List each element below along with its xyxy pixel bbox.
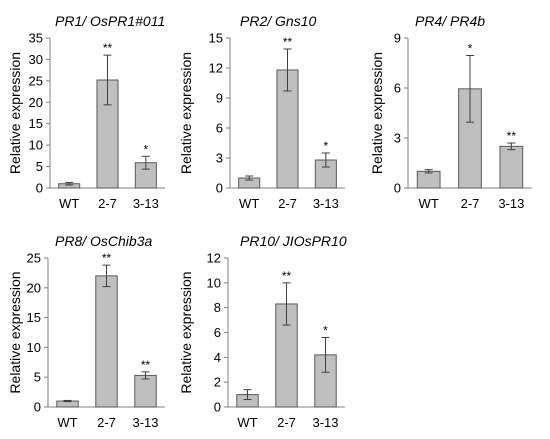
chart-title: PR4/ PR4b	[415, 13, 485, 29]
y-tick-label: 10	[27, 340, 41, 355]
chart-panel-4: PR8/ OsChib3a Relative expression 0 5 10 15 20…	[7, 233, 165, 430]
significance-label: **	[141, 358, 151, 372]
chart-panel-2: PR2/ Gns10 Relative expression 0 3 6 9 12 15 WT *…	[178, 13, 345, 211]
y-tick-label: 6	[216, 121, 223, 136]
x-tick-label: WT	[239, 196, 259, 211]
chart-panel-1: PR1/ OsPR1#011 Relative expression 0 5 10 15 2…	[7, 13, 165, 211]
x-tick-label: 2-7	[278, 196, 297, 211]
y-tick-label: 2	[214, 375, 221, 390]
y-tick-label: 3	[394, 131, 401, 146]
y-tick-label: 20	[29, 95, 43, 110]
significance-label: **	[103, 41, 113, 55]
significance-label: *	[143, 142, 148, 156]
x-tick-label: 3-13	[133, 196, 159, 211]
y-tick-label: 8	[214, 300, 221, 315]
x-tick-label: 2-7	[97, 415, 116, 430]
y-tick-label: 15	[27, 310, 41, 325]
x-tick-label: 3-13	[312, 415, 338, 430]
y-tick-label: 10	[207, 275, 221, 290]
y-tick-label: 4	[214, 350, 221, 365]
chart-title: PR10/ JIOsPR10	[240, 233, 347, 249]
y-tick-label: 20	[27, 280, 41, 295]
chart-panel-3: PR4/ PR4b Relative expression 0 3 6 9 WT * 2-7 **…	[369, 13, 532, 211]
y-tick-label: 10	[29, 138, 43, 153]
bar-2-7	[95, 275, 118, 408]
y-tick-label: 5	[36, 159, 43, 174]
y-tick-label: 12	[209, 61, 223, 76]
x-tick-label: 3-13	[132, 415, 158, 430]
x-tick-label: 2-7	[277, 415, 296, 430]
y-tick-label: 6	[214, 325, 221, 340]
x-tick-label: WT	[237, 415, 257, 430]
y-tick-label: 5	[34, 370, 41, 385]
chart-title: PR8/ OsChib3a	[55, 233, 152, 249]
y-tick-label: 15	[29, 116, 43, 131]
x-tick-label: WT	[59, 196, 79, 211]
y-tick-label: 15	[209, 31, 223, 46]
y-axis-label: Relative expression	[7, 52, 23, 174]
y-tick-label: 35	[29, 31, 43, 46]
y-tick-label: 6	[394, 81, 401, 96]
y-tick-label: 3	[216, 151, 223, 166]
y-tick-label: 25	[27, 251, 41, 266]
y-tick-label: 9	[394, 31, 401, 46]
x-tick-label: WT	[57, 415, 77, 430]
chart-panel-5: PR10/ JIOsPR10 Relative expression 0 2 4 6 8 10…	[178, 233, 347, 430]
significance-label: **	[102, 251, 112, 265]
y-tick-label: 30	[29, 52, 43, 67]
significance-label: **	[507, 129, 517, 143]
y-axis-label: Relative expression	[178, 271, 194, 393]
y-tick-label: 0	[216, 181, 223, 196]
chart-title: PR2/ Gns10	[240, 13, 316, 29]
x-tick-label: 2-7	[98, 196, 117, 211]
bar-WT	[416, 170, 441, 189]
y-axis-label: Relative expression	[178, 52, 194, 174]
x-tick-label: 3-13	[498, 196, 524, 211]
y-axis-label: Relative expression	[7, 271, 23, 393]
y-tick-label: 25	[29, 73, 43, 88]
chart-title: PR1/ OsPR1#011	[55, 13, 165, 29]
y-tick-label: 0	[214, 400, 221, 415]
bar-3-13	[499, 145, 524, 189]
y-tick-label: 12	[207, 251, 221, 266]
significance-label: *	[323, 139, 328, 153]
y-tick-label: 0	[394, 181, 401, 196]
y-tick-label: 0	[36, 181, 43, 196]
y-tick-label: 0	[34, 400, 41, 415]
significance-label: **	[283, 35, 293, 49]
y-axis-label: Relative expression	[369, 52, 385, 174]
y-tick-label: 9	[216, 91, 223, 106]
bar-3-13	[134, 374, 157, 408]
significance-label: *	[323, 323, 328, 337]
significance-label: *	[468, 42, 473, 56]
x-tick-label: 2-7	[461, 196, 480, 211]
x-tick-label: WT	[419, 196, 439, 211]
significance-label: **	[282, 269, 292, 283]
x-tick-label: 3-13	[313, 196, 339, 211]
